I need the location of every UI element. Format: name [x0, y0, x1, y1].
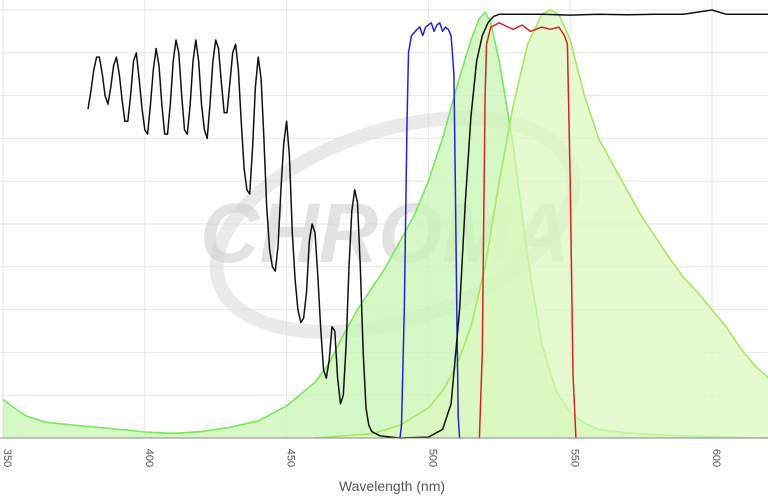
series-1-area-fill: [315, 10, 768, 438]
x-tick-label: 500: [426, 449, 438, 467]
series-0-area-fill: [3, 12, 768, 438]
series-4-line: [87, 9, 768, 439]
series-1-area-outline: [314, 9, 768, 439]
x-tick-label: 450: [285, 449, 297, 467]
series-layer: [2, 9, 768, 439]
x-tick-labels: 350 400 450 500 550 600: [1, 449, 722, 467]
x-axis-title: Wavelength (nm): [339, 478, 445, 494]
x-tick-label: 400: [143, 449, 155, 467]
x-tick-label: 600: [710, 449, 722, 467]
x-tick-label: 550: [568, 449, 580, 467]
grid-layer: [0, 0, 768, 439]
series-3-line: [478, 22, 577, 439]
series-2-line: [399, 22, 461, 439]
x-tick-label: 350: [1, 449, 13, 467]
